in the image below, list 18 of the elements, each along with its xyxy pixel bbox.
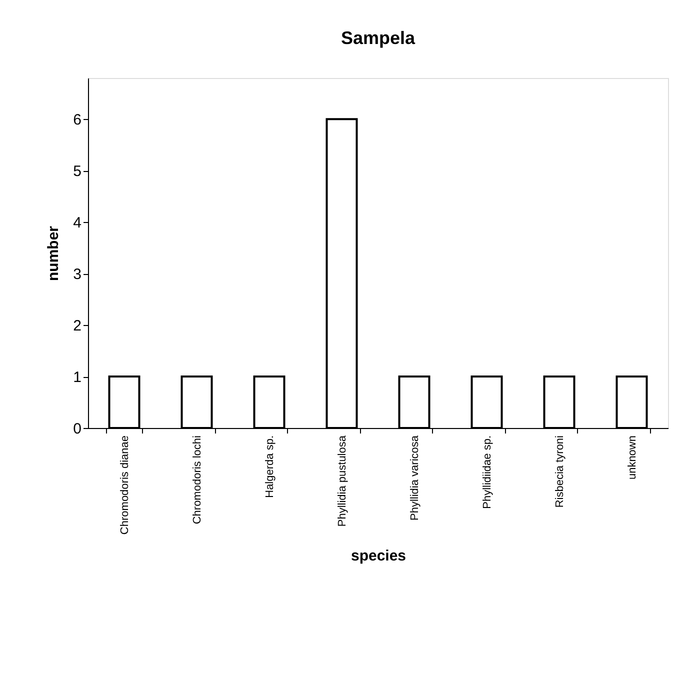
x-tick-label: Phyllidiidae sp. — [481, 436, 494, 509]
y-tick-label: 0 — [73, 420, 82, 438]
x-tick-label: Halgerda sp. — [264, 436, 276, 498]
y-axis-title: number — [45, 226, 62, 282]
x-tick-label: Chromodoris dianae — [118, 436, 131, 535]
y-tick-label: 4 — [73, 214, 82, 232]
y-tick-label: 2 — [73, 318, 82, 335]
x-tick-label: Chromodoris lochi — [191, 436, 204, 524]
y-tick-label: 5 — [73, 163, 82, 180]
y-tick-label: 3 — [73, 266, 82, 284]
x-tick-label: Phyllidia pustulosa — [336, 434, 348, 527]
x-tick-label: Risbecia tyroni — [554, 436, 566, 508]
chart-title: Sampela — [340, 28, 416, 48]
y-tick-label: 6 — [73, 112, 82, 129]
x-tick-label: Phyllidia varicosa — [408, 434, 421, 520]
x-tick-label: unknown — [626, 436, 638, 480]
x-axis-title: species — [350, 548, 406, 565]
y-tick-label: 1 — [73, 369, 82, 386]
